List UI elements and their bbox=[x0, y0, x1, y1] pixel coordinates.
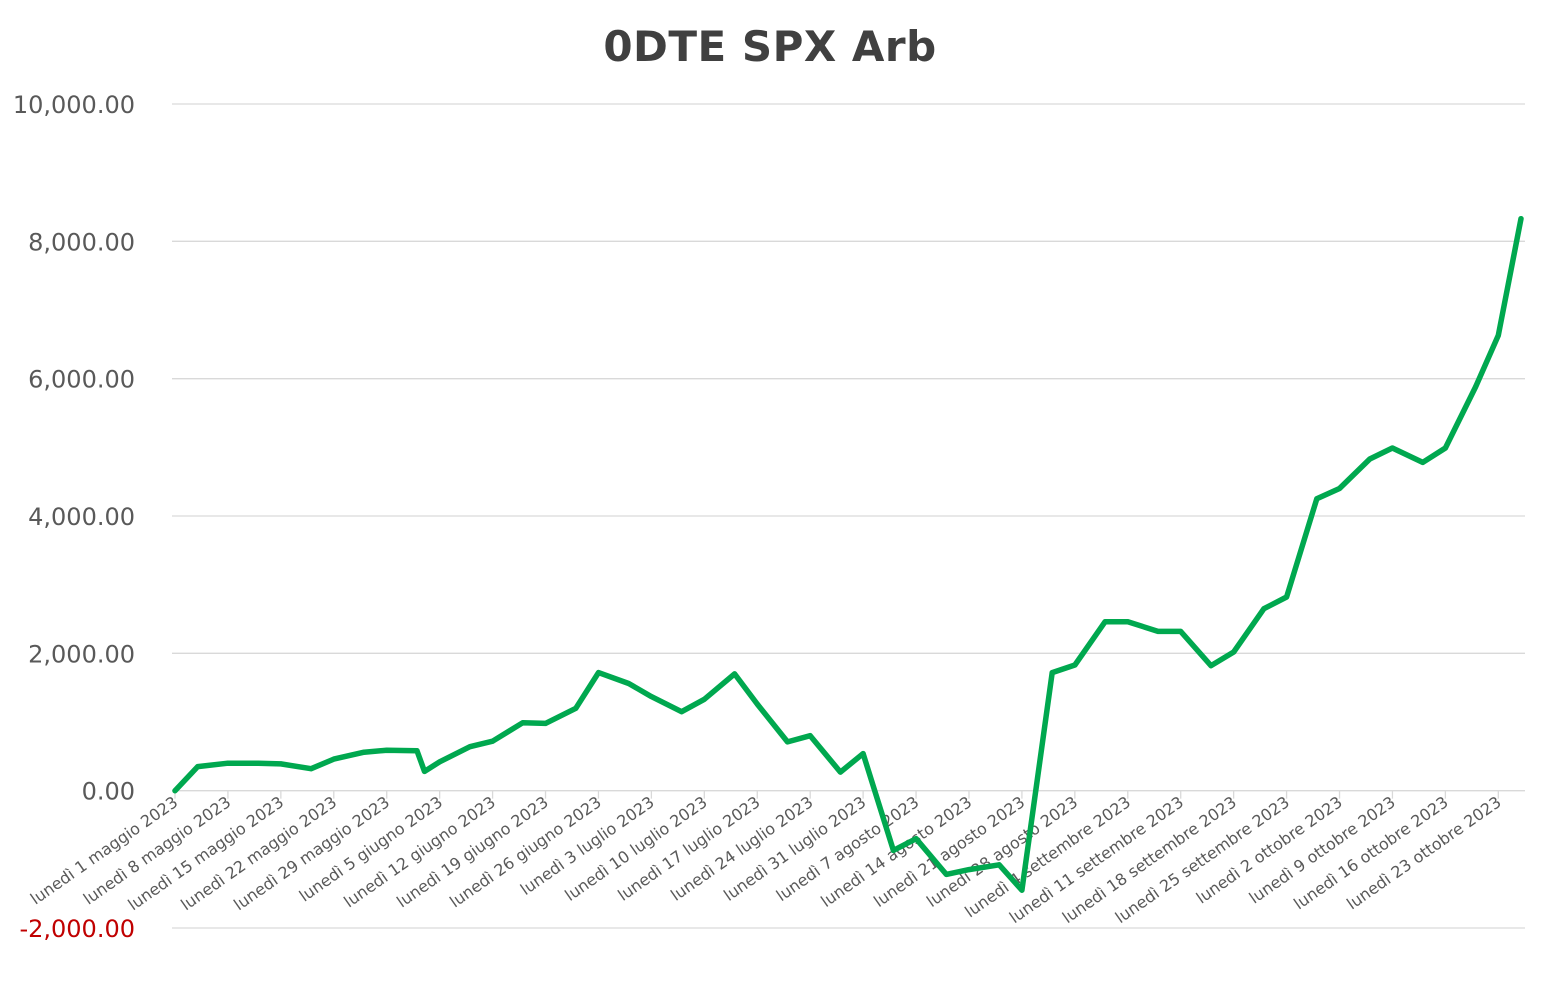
data-point bbox=[1208, 663, 1214, 669]
data-point bbox=[1473, 384, 1479, 390]
series-line bbox=[172, 215, 1524, 893]
chart-title: 0DTE SPX Arb bbox=[603, 22, 937, 71]
data-point bbox=[943, 871, 949, 877]
data-point bbox=[1178, 628, 1184, 634]
data-point bbox=[1442, 445, 1448, 451]
data-point bbox=[361, 749, 367, 755]
data-point bbox=[1420, 459, 1426, 465]
data-point bbox=[1337, 486, 1342, 491]
data-point bbox=[837, 769, 843, 775]
data-point bbox=[308, 766, 314, 772]
data-point bbox=[422, 768, 427, 774]
data-point bbox=[1261, 606, 1267, 612]
data-point bbox=[860, 751, 866, 757]
data-point bbox=[278, 761, 284, 767]
data-point bbox=[1518, 216, 1524, 222]
data-point bbox=[732, 671, 738, 677]
data-point bbox=[172, 788, 178, 794]
data-point bbox=[966, 867, 972, 873]
data-point bbox=[807, 733, 813, 739]
data-point bbox=[1495, 332, 1501, 338]
y-tick-label: 6,000.00 bbox=[28, 366, 135, 394]
data-point bbox=[331, 756, 337, 762]
data-point bbox=[596, 670, 601, 676]
data-point bbox=[1072, 662, 1078, 668]
data-point bbox=[490, 738, 496, 744]
data-point bbox=[520, 720, 526, 726]
data-point bbox=[890, 847, 896, 853]
data-point bbox=[195, 764, 201, 770]
data-point bbox=[1049, 670, 1055, 676]
data-point bbox=[1314, 496, 1320, 502]
data-point bbox=[996, 862, 1002, 868]
data-point bbox=[648, 694, 654, 700]
y-tick-label: 0.00 bbox=[82, 778, 135, 806]
data-point bbox=[701, 696, 707, 702]
y-axis-labels: -2,000.00 0.00 2,000.00 4,000.00 6,000.00 8,0… bbox=[13, 91, 135, 943]
data-point bbox=[437, 759, 443, 765]
data-point bbox=[1389, 445, 1395, 451]
data-point bbox=[1125, 619, 1131, 625]
y-tick-label: 10,000.00 bbox=[13, 91, 135, 119]
data-point bbox=[414, 748, 420, 754]
data-point bbox=[785, 739, 790, 745]
y-tick-label: -2,000.00 bbox=[19, 915, 135, 943]
y-tick-label: 4,000.00 bbox=[28, 503, 135, 531]
data-point bbox=[1155, 628, 1161, 634]
series-layer bbox=[172, 215, 1524, 893]
data-point bbox=[384, 747, 390, 753]
data-point bbox=[754, 701, 760, 707]
data-point bbox=[1102, 619, 1108, 625]
data-point bbox=[1367, 456, 1373, 462]
data-point bbox=[573, 705, 579, 711]
data-point bbox=[467, 744, 473, 750]
data-point bbox=[626, 681, 632, 686]
data-point bbox=[913, 836, 919, 842]
data-point bbox=[543, 720, 548, 726]
gridlines bbox=[172, 103, 1525, 929]
data-point bbox=[679, 709, 685, 715]
data-point bbox=[255, 760, 261, 766]
y-tick-label: 2,000.00 bbox=[28, 640, 135, 668]
data-point bbox=[225, 760, 231, 766]
data-point bbox=[1284, 594, 1290, 600]
data-point bbox=[1019, 887, 1025, 893]
y-tick-label: 8,000.00 bbox=[28, 228, 135, 256]
data-point bbox=[1231, 649, 1237, 655]
